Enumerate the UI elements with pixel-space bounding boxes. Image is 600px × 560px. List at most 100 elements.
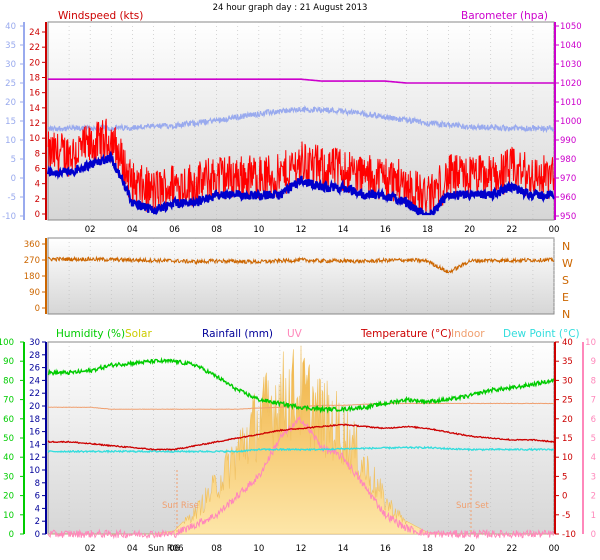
panel3-right-outer-tick: 9 — [591, 357, 596, 367]
x-label-bottom: 18 — [422, 544, 433, 554]
panel1-outer-tick: 40 — [5, 22, 16, 32]
panel1-right-tick: 1030 — [560, 60, 582, 70]
panel3-inner-tick: 6 — [35, 492, 40, 502]
panel1-right-title: Barometer (hpa) — [461, 10, 548, 22]
panel3-right-outer-tick: 4 — [591, 453, 596, 463]
panel1-inner-tick: 16 — [29, 89, 40, 99]
panel1-right-tick: 960 — [560, 193, 576, 203]
windspeed-average-trace — [46, 150, 555, 216]
panel1-outer-tick: -5 — [8, 193, 16, 203]
indoor-trace — [47, 402, 555, 410]
sunrise-label: Sun Rise — [162, 501, 199, 511]
x-label-bottom: 02 — [85, 544, 96, 554]
panel1-inner-tick: 12 — [29, 119, 40, 129]
panel3-inner-tick: 12 — [29, 453, 40, 463]
panel2-right-tick: N — [562, 240, 570, 253]
chart-title: 24 hour graph day : 21 August 2013 — [213, 3, 368, 13]
legend-indoor: Indoor — [451, 328, 485, 340]
legend-dewpoint: Dew Point (°C) — [503, 328, 580, 340]
panel3-outer-tick: 60 — [3, 415, 14, 425]
panel3-outer-tick: 10 — [3, 511, 14, 521]
panel3-right-outer-tick: 3 — [591, 472, 596, 482]
panel3-right-inner-tick: 40 — [562, 338, 573, 348]
panel1-inner-tick: 18 — [29, 74, 40, 84]
x-label-bottom: 04 — [127, 544, 138, 554]
x-label-top: 12 — [296, 225, 307, 235]
temperature-trace-panel3 — [47, 423, 555, 451]
panel1-inner-tick: 4 — [35, 180, 40, 190]
panel3-right-outer-tick: 7 — [591, 396, 596, 406]
panel3-outer-tick: 20 — [3, 492, 14, 502]
panel3-inner-tick: 24 — [29, 376, 40, 386]
x-label-top: 16 — [380, 225, 391, 235]
x-label-bottom: 22 — [506, 544, 517, 554]
legend-humidity: Humidity (%) — [56, 328, 125, 340]
panel3-outer-tick: 70 — [3, 396, 14, 406]
panel3-inner-tick: 28 — [29, 351, 40, 361]
panel3-inner-tick: 4 — [35, 504, 40, 514]
x-label-top: 02 — [85, 225, 96, 235]
dewpoint-trace — [47, 445, 555, 454]
panel3-inner-tick: 14 — [29, 440, 40, 450]
panel1-right-tick: 980 — [560, 155, 576, 165]
panel1-right-tick: 1020 — [560, 79, 582, 89]
panel1-right-tick: 1000 — [560, 117, 582, 127]
panel3-right-inner-tick: 10 — [562, 453, 573, 463]
panel3-outer-tick: 40 — [3, 453, 14, 463]
panel1-outer-tick: 25 — [5, 79, 16, 89]
x-label-top: 22 — [506, 225, 517, 235]
panel2-left-tick: 0 — [35, 304, 40, 314]
panel3-outer-tick: 50 — [3, 434, 14, 444]
panel3-right-inner-tick: 15 — [562, 434, 573, 444]
panel3-outer-tick: 90 — [3, 357, 14, 367]
panel3-right-outer-tick: 1 — [591, 511, 596, 521]
panel3-inner-tick: 22 — [29, 389, 40, 399]
x-label-bottom: 10 — [253, 544, 264, 554]
legend-solar: Solar — [125, 328, 152, 340]
panel2-left-tick: 180 — [24, 272, 40, 282]
panel1-outer-tick: 5 — [11, 155, 16, 165]
panel3-outer-tick: 100 — [0, 338, 14, 348]
wind-baro-panel: 4035302520151050-5-102422201816141210864… — [2, 10, 582, 222]
x-label-bottom: 08 — [211, 544, 222, 554]
panel1-inner-tick: 0 — [35, 210, 40, 220]
panel1-inner-tick: 22 — [29, 43, 40, 53]
panel1-right-tick: 950 — [560, 212, 576, 222]
panel3-right-inner-tick: 20 — [562, 415, 573, 425]
uv-trace — [47, 415, 555, 540]
x-label-top: 00 — [549, 225, 560, 235]
humidity-trace — [47, 356, 555, 414]
panel3-right-inner-tick: 0 — [562, 492, 567, 502]
panel2-right-tick: E — [562, 291, 569, 304]
sunrise-time-label: Sun R06 — [148, 544, 184, 554]
panel1-right-tick: 1050 — [560, 22, 582, 32]
panel3-inner-tick: 18 — [29, 415, 40, 425]
panel1-right-tick: 990 — [560, 136, 576, 146]
panel1-outer-tick: 15 — [5, 117, 16, 127]
sunset-label: Sun Set — [456, 501, 489, 511]
panel3-outer-tick: 30 — [3, 472, 14, 482]
panel3-right-outer-tick: 8 — [591, 376, 596, 386]
panel3-right-inner-tick: -10 — [562, 530, 576, 540]
panel1-outer-tick: -10 — [2, 212, 16, 222]
panel1-outer-tick: 10 — [5, 136, 16, 146]
x-label-top: 10 — [253, 225, 264, 235]
legend-temperature: Temperature (°C) — [360, 328, 452, 340]
panel2-right-tick: W — [562, 257, 573, 270]
panel2-left-tick: 90 — [29, 288, 40, 298]
panel1-left-title: Windspeed (kts) — [58, 10, 143, 22]
barometer-trace — [48, 78, 554, 84]
panel3-right-inner-tick: 30 — [562, 376, 573, 386]
panel3-inner-tick: 0 — [35, 530, 40, 540]
temp-humidity-panel: 1009080706050403020100302826242220181614… — [0, 328, 596, 554]
panel3-inner-tick: 16 — [29, 428, 40, 438]
panel3-right-inner-tick: -5 — [562, 511, 570, 521]
panel1-inner-tick: 10 — [29, 134, 40, 144]
x-label-bottom: 14 — [338, 544, 349, 554]
x-label-top: 06 — [169, 225, 180, 235]
panel2-right-tick: S — [562, 274, 569, 287]
temperature-trace — [47, 105, 555, 134]
panel1-inner-tick: 6 — [35, 165, 40, 175]
panel3-right-inner-tick: 5 — [562, 472, 567, 482]
